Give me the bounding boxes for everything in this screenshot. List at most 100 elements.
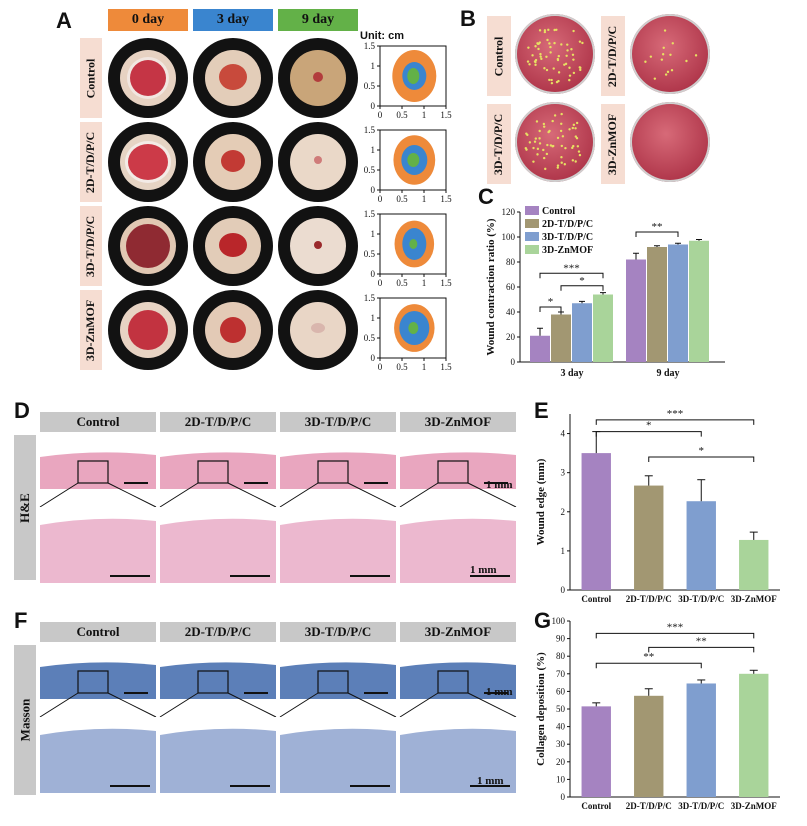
- colony: [528, 141, 532, 144]
- tissue-edge: [160, 717, 276, 735]
- y-tick-label: 0: [511, 357, 516, 367]
- he-scale-top: 1 mm: [486, 479, 513, 491]
- significance-label: ***: [667, 621, 684, 633]
- bar: [581, 706, 611, 797]
- colony: [560, 112, 563, 116]
- x-tick-label: 0: [378, 110, 383, 120]
- colony: [534, 58, 538, 62]
- colony: [536, 42, 539, 45]
- masson-header-control: Control: [40, 622, 156, 642]
- colony: [570, 48, 573, 51]
- colony: [566, 43, 569, 46]
- x-tick-label: Control: [581, 594, 611, 604]
- zoom-box: [197, 670, 229, 694]
- colony: [579, 68, 582, 72]
- x-tick-label: 0: [378, 362, 383, 372]
- y-tick-label: 30: [556, 739, 566, 749]
- bacteria-plate: [515, 14, 595, 94]
- legend-swatch: [525, 206, 539, 215]
- y-tick-label: 10: [556, 774, 566, 784]
- y-tick-label: 70: [556, 669, 566, 679]
- colony: [571, 159, 575, 162]
- wound-photo: [193, 122, 273, 202]
- y-tick-label: 0.5: [364, 165, 376, 175]
- colony: [578, 153, 582, 157]
- colony: [571, 53, 575, 56]
- y-tick-label: 1: [561, 546, 566, 556]
- significance-bracket: [595, 431, 702, 437]
- colony: [649, 55, 653, 58]
- zoom-line: [159, 482, 199, 508]
- panel-letter-b: B: [460, 6, 476, 31]
- y-axis-label: Wound contraction ratio (%): [485, 218, 497, 356]
- y-tick-label: 1: [371, 313, 376, 323]
- significance-label: **: [652, 221, 663, 233]
- colony: [572, 144, 575, 148]
- colony: [542, 148, 545, 152]
- colony: [526, 60, 530, 63]
- x-tick-label: 1: [422, 194, 427, 204]
- zoom-box: [77, 670, 109, 694]
- bar: [634, 695, 664, 797]
- colony: [572, 29, 575, 33]
- chart-e-wound-edge: 0 1 2 3 4 Wound edge (mm) Control 2D-T/D/P/C 3D-…: [535, 408, 780, 604]
- masson-header-znmof: 3D-ZnMOF: [400, 622, 516, 642]
- he-header-2d: 2D-T/D/P/C: [160, 412, 276, 432]
- colony: [572, 71, 576, 75]
- y-tick-label: 100: [502, 232, 516, 242]
- plate-label-3d: 3D-T/D/P/C: [487, 104, 511, 184]
- colony: [574, 135, 578, 138]
- colony: [543, 29, 547, 32]
- x-tick-label: 0.5: [396, 278, 408, 288]
- significance-bracket: [560, 285, 604, 291]
- panel-letter-d: D: [14, 398, 30, 423]
- colony: [543, 30, 547, 34]
- colony: [568, 128, 571, 131]
- x-tick-label: 1.5: [440, 110, 452, 120]
- y-tick-label: 1.5: [364, 41, 376, 51]
- colony: [561, 135, 565, 138]
- colony: [565, 54, 568, 58]
- y-tick-label: 90: [556, 634, 566, 644]
- x-tick-label: 3 day: [560, 368, 583, 379]
- y-tick-label: 0.5: [364, 249, 376, 259]
- colony: [527, 46, 530, 49]
- colony: [549, 45, 552, 49]
- colony: [544, 167, 547, 171]
- tissue-overview: [400, 452, 516, 489]
- wound-photo: [108, 38, 188, 118]
- day-0-label: 0 day: [108, 9, 188, 31]
- colony: [685, 59, 688, 63]
- x-tick-label: 1: [422, 278, 427, 288]
- y-tick-label: 0: [371, 101, 376, 111]
- colony: [536, 153, 539, 156]
- zoom-box: [317, 460, 349, 484]
- colony: [574, 127, 577, 130]
- bar: [572, 303, 592, 362]
- colony: [660, 58, 664, 61]
- trace-plot-frame: [379, 213, 447, 275]
- significance-label: *: [646, 420, 652, 432]
- y-tick-label: 4: [561, 429, 566, 439]
- x-tick-label: 0: [378, 194, 383, 204]
- x-tick-label: 9 day: [656, 368, 679, 379]
- colony: [566, 49, 569, 52]
- significance-label: **: [643, 651, 654, 663]
- plate-label-control: Control: [487, 16, 511, 96]
- significance-label: ***: [563, 262, 580, 274]
- y-tick-label: 20: [506, 332, 516, 342]
- x-tick-label: 3D-ZnMOF: [731, 594, 778, 604]
- y-tick-label: 0: [371, 353, 376, 363]
- colony: [534, 137, 538, 140]
- significance-bracket: [635, 231, 679, 237]
- colony: [581, 41, 584, 45]
- x-tick-label: 3D-ZnMOF: [731, 801, 778, 811]
- zoom-line: [347, 692, 397, 718]
- y-tick-label: 1.5: [364, 293, 376, 303]
- colony: [559, 129, 563, 133]
- wound-photo: [278, 122, 358, 202]
- panel-letter-a: A: [56, 8, 72, 33]
- colony: [556, 136, 560, 140]
- bacteria-colonies: [524, 28, 698, 171]
- colony: [545, 68, 549, 72]
